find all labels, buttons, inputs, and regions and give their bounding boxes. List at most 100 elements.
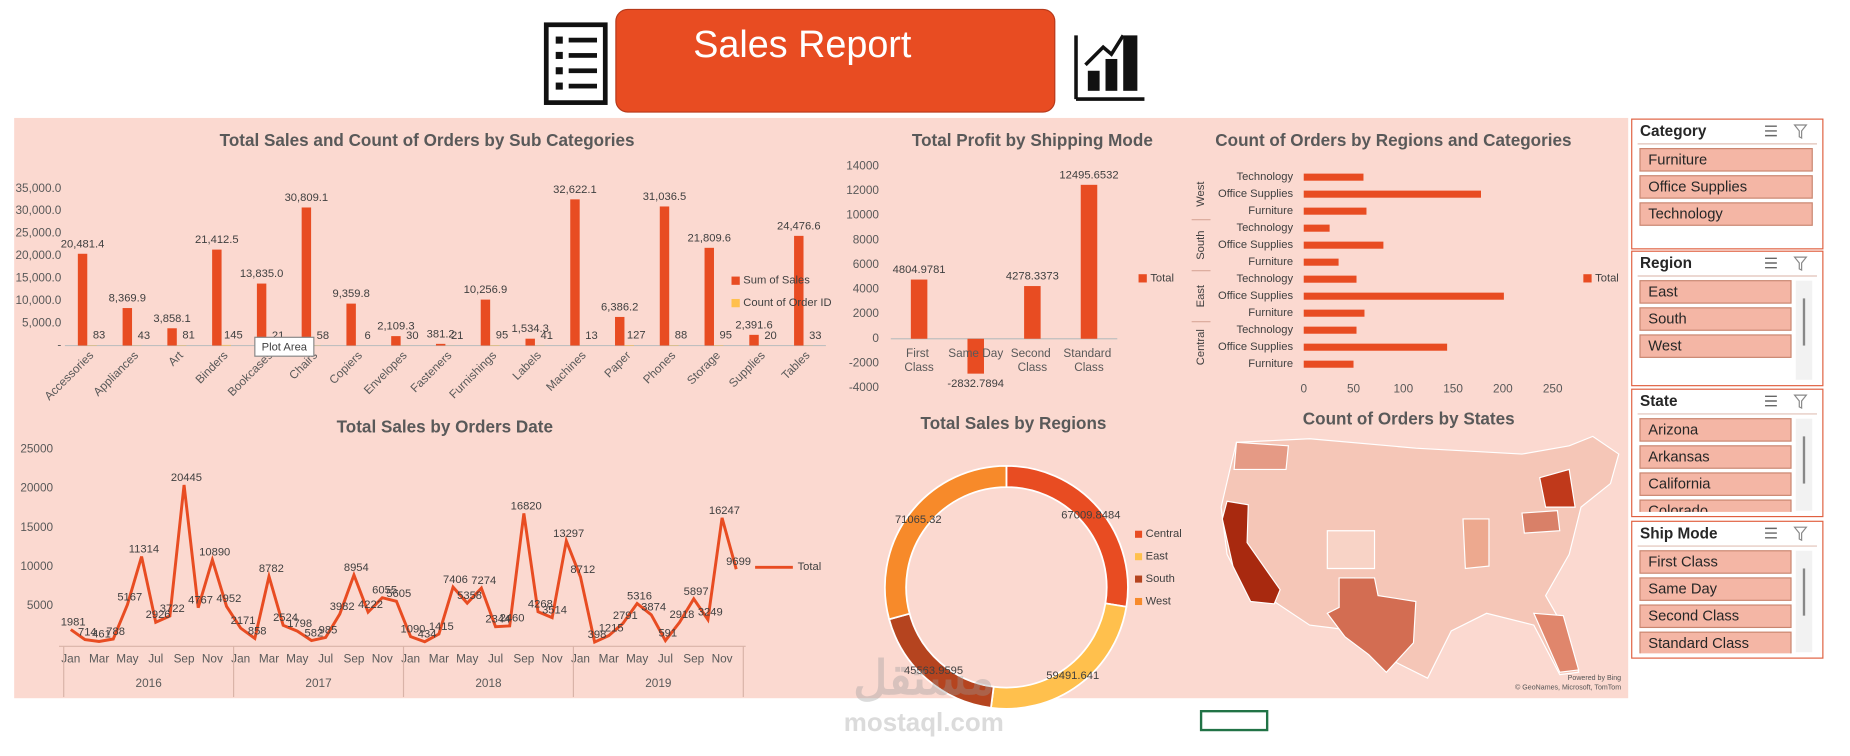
data-label: 9,359.8 — [332, 288, 369, 300]
x-tick-label: 100 — [1393, 382, 1413, 395]
y-tick-label: -2000 — [849, 356, 880, 369]
y-tick-label: 10000 — [20, 560, 53, 573]
legend-label: Total — [1595, 272, 1619, 284]
data-label: 381.2 — [427, 328, 455, 340]
x-tick-label: Same Day — [948, 347, 1003, 360]
slicer-button[interactable] — [1639, 202, 1813, 226]
slicer-item[interactable]: Second Class — [1648, 609, 1739, 625]
x-tick-label: Jul — [658, 652, 673, 665]
watermark-arabic: مستقل — [853, 651, 994, 704]
bar — [1303, 343, 1448, 351]
data-label: 4222 — [358, 599, 383, 611]
slicer-button[interactable] — [1639, 577, 1792, 601]
data-label: 5167 — [117, 592, 142, 604]
x-tick-label: Sep — [683, 652, 704, 665]
x-tick-label: Second Class — [1011, 347, 1054, 374]
slicer-button[interactable] — [1639, 418, 1792, 442]
data-label: 43 — [138, 330, 150, 342]
clear-filter-icon[interactable] — [1793, 526, 1808, 542]
slicer-item[interactable]: Arkansas — [1648, 450, 1709, 466]
multiselect-icon[interactable] — [1765, 395, 1777, 407]
slicer-item[interactable]: Technology — [1648, 207, 1723, 223]
y-tick-label: Furniture — [1248, 358, 1293, 370]
slicer-button[interactable] — [1639, 499, 1792, 522]
slicer-button[interactable] — [1639, 307, 1792, 331]
data-label: 2791 — [613, 610, 638, 622]
bar — [1303, 326, 1357, 334]
slicer-item[interactable]: West — [1648, 339, 1681, 355]
donut-slice — [884, 464, 1008, 621]
scroll-thumb[interactable] — [1802, 568, 1806, 616]
multiselect-icon[interactable] — [1765, 257, 1777, 269]
slicer-item[interactable]: Colorado — [1648, 504, 1708, 520]
slicer-button[interactable] — [1639, 334, 1792, 358]
chart-title: Count of Orders by Regions and Categorie… — [1215, 131, 1571, 150]
legend-swatch — [731, 298, 740, 308]
chart-title: Total Sales by Regions — [921, 414, 1107, 433]
bar — [659, 206, 670, 346]
x-tick-label: Sep — [174, 652, 195, 665]
slicer-button[interactable] — [1639, 148, 1813, 172]
slicer-item[interactable]: Standard Class — [1648, 636, 1749, 652]
slicer-button[interactable] — [1639, 472, 1792, 496]
x-tick-label: Nov — [372, 652, 393, 665]
clear-filter-icon[interactable] — [1793, 124, 1808, 139]
x-tick-label: May — [286, 652, 308, 665]
slicer-title: Category — [1640, 123, 1707, 140]
slicer-button[interactable] — [1639, 550, 1792, 574]
clear-filter-icon[interactable] — [1793, 394, 1808, 410]
slicer-button[interactable] — [1639, 280, 1792, 304]
scroll-thumb[interactable] — [1802, 298, 1806, 346]
legend-swatch — [1135, 597, 1143, 606]
chart-title: Count of Orders by States — [1303, 409, 1515, 428]
y-tick-label: 12000 — [846, 184, 879, 197]
data-label: 3514 — [542, 604, 567, 616]
map-credit: Powered by Bing — [1568, 675, 1621, 682]
data-label: 788 — [106, 626, 125, 638]
bar — [704, 247, 714, 346]
slicer-item[interactable]: Office Supplies — [1648, 179, 1747, 195]
slicer-button[interactable] — [1639, 175, 1813, 199]
x-tick-label: Jan — [571, 652, 590, 665]
slicer-item[interactable]: South — [1648, 312, 1687, 328]
slicer-button[interactable] — [1639, 445, 1792, 469]
slicer-item[interactable]: First Class — [1648, 554, 1718, 570]
bar — [212, 249, 222, 346]
slicer-item[interactable]: Same Day — [1648, 582, 1717, 598]
bar — [167, 328, 177, 346]
chart-title: Total Profit by Shipping Mode — [912, 131, 1153, 150]
slicer-item[interactable]: Furniture — [1648, 152, 1707, 168]
slicer-title: Region — [1640, 255, 1692, 272]
data-label: 434 — [418, 629, 437, 641]
bar — [525, 338, 535, 346]
bar — [480, 299, 491, 346]
multiselect-icon[interactable] — [1765, 125, 1777, 137]
tooltip: Plot Area — [262, 341, 308, 353]
data-label: 95 — [720, 330, 732, 342]
legend-swatch — [1583, 274, 1592, 283]
legend-label: Total — [1150, 272, 1174, 284]
x-tick-label: Sep — [343, 652, 364, 665]
bar — [346, 303, 356, 346]
chart-icon — [1074, 34, 1145, 101]
y-tick-label: Furniture — [1248, 256, 1293, 268]
data-label: 21,412.5 — [195, 234, 239, 246]
report-title: Sales Report — [693, 23, 912, 65]
title-banner — [615, 8, 1056, 113]
y-tick-label: -4000 — [849, 381, 880, 394]
scroll-thumb[interactable] — [1802, 436, 1806, 484]
data-label: 5897 — [684, 586, 709, 598]
data-label: 1415 — [429, 621, 454, 633]
y-tick-label: Office Supplies — [1218, 188, 1293, 200]
slicer-button[interactable] — [1639, 631, 1792, 654]
group-label: East — [1195, 284, 1207, 307]
multiselect-icon[interactable] — [1765, 527, 1777, 539]
slicer-item[interactable]: California — [1648, 477, 1711, 493]
slicer-item[interactable]: East — [1648, 284, 1677, 300]
clear-filter-icon[interactable] — [1793, 256, 1808, 272]
data-label: 10,256.9 — [464, 284, 508, 296]
data-label: 21,809.6 — [687, 232, 731, 244]
slicer-item[interactable]: Arizona — [1648, 422, 1699, 438]
slicer-button[interactable] — [1639, 604, 1792, 629]
data-label: 24,476.6 — [777, 220, 821, 232]
